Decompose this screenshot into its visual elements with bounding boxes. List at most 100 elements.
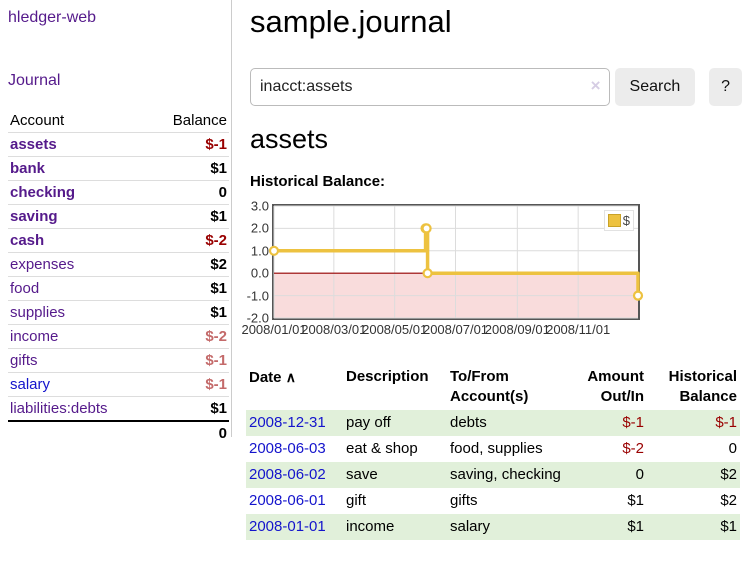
transaction-description: pay off	[346, 414, 391, 431]
account-balance: $2	[148, 252, 229, 277]
account-balance: $1	[148, 276, 229, 301]
account-column-header: Account	[8, 109, 149, 133]
account-link-bank[interactable]: bank	[10, 160, 46, 177]
accounts-table: Account Balance assets $-1 bank $1 check…	[8, 109, 229, 445]
main-content: sample.journal × Search ? assets Histori…	[241, 0, 742, 540]
account-balance: $1	[148, 156, 229, 181]
x-axis-tick-label: 2008/09/01	[484, 322, 550, 337]
account-balance: $1	[148, 204, 229, 229]
chart-canvas	[268, 205, 644, 319]
transaction-balance: $2	[720, 492, 737, 509]
accounts-column-header: To/From Account(s)	[450, 368, 529, 405]
transaction-amount: 0	[635, 466, 644, 483]
account-row: gifts $-1	[8, 348, 229, 373]
account-balance: $-2	[148, 324, 229, 349]
transaction-balance: $1	[720, 518, 737, 535]
date-column-header[interactable]: Date ∧	[246, 364, 343, 410]
chart-legend: $	[603, 210, 634, 231]
register-row: 2008-01-01 income salary $1 $1	[246, 514, 740, 540]
account-row: income $-2	[8, 324, 229, 349]
x-axis-tick-label: 2008/07/01	[422, 322, 489, 337]
account-link-cash[interactable]: cash	[10, 232, 45, 249]
search-form: × Search ?	[250, 68, 742, 106]
account-row: saving $1	[8, 204, 229, 229]
chart-plot-area: $	[268, 204, 644, 320]
app-title-link[interactable]: hledger-web	[8, 9, 97, 26]
account-link-checking[interactable]: checking	[10, 184, 76, 201]
accounts-total-value: 0	[148, 420, 229, 445]
transaction-balance: $-1	[715, 414, 737, 431]
transaction-amount: $-1	[622, 414, 644, 431]
x-axis-tick-label: 2008/05/01	[362, 322, 428, 337]
account-link-expenses[interactable]: expenses	[10, 256, 75, 273]
description-column-header: Description	[346, 368, 429, 385]
clear-search-icon[interactable]: ×	[590, 76, 601, 95]
account-row: expenses $2	[8, 252, 229, 277]
account-row: salary $-1	[8, 372, 229, 397]
account-balance: $-1	[148, 348, 229, 373]
transaction-date-link[interactable]: 2008-12-31	[249, 414, 326, 431]
account-row: bank $1	[8, 156, 229, 181]
transaction-amount: $1	[627, 518, 644, 535]
account-row: supplies $1	[8, 300, 229, 325]
chart-y-axis: 3.0 2.0 1.0 0.0 -1.0 -2.0	[246, 199, 272, 326]
account-balance: $-2	[148, 228, 229, 253]
account-link-supplies[interactable]: supplies	[10, 304, 66, 321]
register-row: 2008-06-03 eat & shop food, supplies $-2…	[246, 436, 740, 462]
accounts-total-row: 0	[8, 420, 229, 445]
balance-column-header: Balance	[148, 109, 229, 133]
transaction-description: gift	[346, 492, 367, 509]
account-link-saving[interactable]: saving	[10, 208, 58, 225]
transaction-accounts: debts	[450, 414, 487, 431]
y-axis-tick-label: -2.0	[246, 310, 269, 326]
transaction-date-link[interactable]: 2008-06-03	[249, 440, 326, 457]
balance-column-header: Historical Balance	[668, 368, 737, 405]
transaction-accounts: salary	[450, 518, 491, 535]
y-axis-tick-label: 1.0	[250, 243, 269, 259]
account-row: assets $-1	[8, 132, 229, 157]
search-button[interactable]: Search	[614, 68, 696, 106]
register-table: Date ∧ Description To/From Account(s) Am…	[246, 364, 740, 540]
account-balance: $-1	[148, 132, 229, 157]
account-row: checking 0	[8, 180, 229, 205]
account-link-income[interactable]: income	[10, 328, 59, 345]
account-balance: $1	[148, 396, 229, 422]
account-link-salary[interactable]: salary	[10, 376, 51, 393]
chart-title: Historical Balance:	[250, 173, 386, 190]
register-header-row: Date ∧ Description To/From Account(s) Am…	[246, 364, 740, 410]
transaction-balance: 0	[728, 440, 737, 457]
sidebar: hledger-web Journal Account Balance asse…	[0, 0, 232, 445]
register-row: 2008-06-01 gift gifts $1 $2	[246, 488, 740, 514]
transaction-accounts: saving, checking	[450, 466, 561, 483]
search-input[interactable]	[250, 68, 610, 106]
transaction-description: save	[346, 466, 378, 483]
y-axis-tick-label: 0.0	[250, 265, 269, 281]
page-title: sample.journal	[250, 4, 452, 39]
account-link-food[interactable]: food	[10, 280, 40, 297]
transaction-description: eat & shop	[346, 440, 418, 457]
account-balance: $-1	[148, 372, 229, 397]
transaction-date-link[interactable]: 2008-06-02	[249, 466, 326, 483]
legend-label: $	[622, 213, 630, 228]
help-button[interactable]: ?	[709, 68, 742, 106]
chart-x-axis: 2008/01/01 2008/03/01 2008/05/01 2008/07/01…	[241, 322, 638, 340]
transaction-amount: $-2	[622, 440, 644, 457]
register-row: 2008-06-02 save saving, checking 0 $2	[246, 462, 740, 488]
transaction-accounts: food, supplies	[450, 440, 543, 457]
account-row: cash $-2	[8, 228, 229, 253]
date-header-label: Date	[249, 369, 282, 386]
transaction-amount: $1	[627, 492, 644, 509]
amount-column-header: Amount Out/In	[587, 368, 644, 405]
account-link-gifts[interactable]: gifts	[10, 352, 38, 369]
account-link-liabilities-debts[interactable]: liabilities:debts	[10, 400, 108, 417]
legend-swatch-icon	[607, 214, 621, 227]
transaction-date-link[interactable]: 2008-01-01	[249, 518, 326, 535]
y-axis-tick-label: -1.0	[246, 288, 269, 304]
y-axis-tick-label: 3.0	[250, 198, 269, 214]
x-axis-tick-label: 2008/01/01	[241, 322, 307, 337]
sidebar-item-journal[interactable]: Journal	[8, 72, 61, 89]
account-row: liabilities:debts $1	[8, 396, 229, 422]
account-link-assets[interactable]: assets	[10, 136, 57, 153]
transaction-date-link[interactable]: 2008-06-01	[249, 492, 326, 509]
x-axis-tick-label: 2008/11/01	[546, 322, 611, 337]
